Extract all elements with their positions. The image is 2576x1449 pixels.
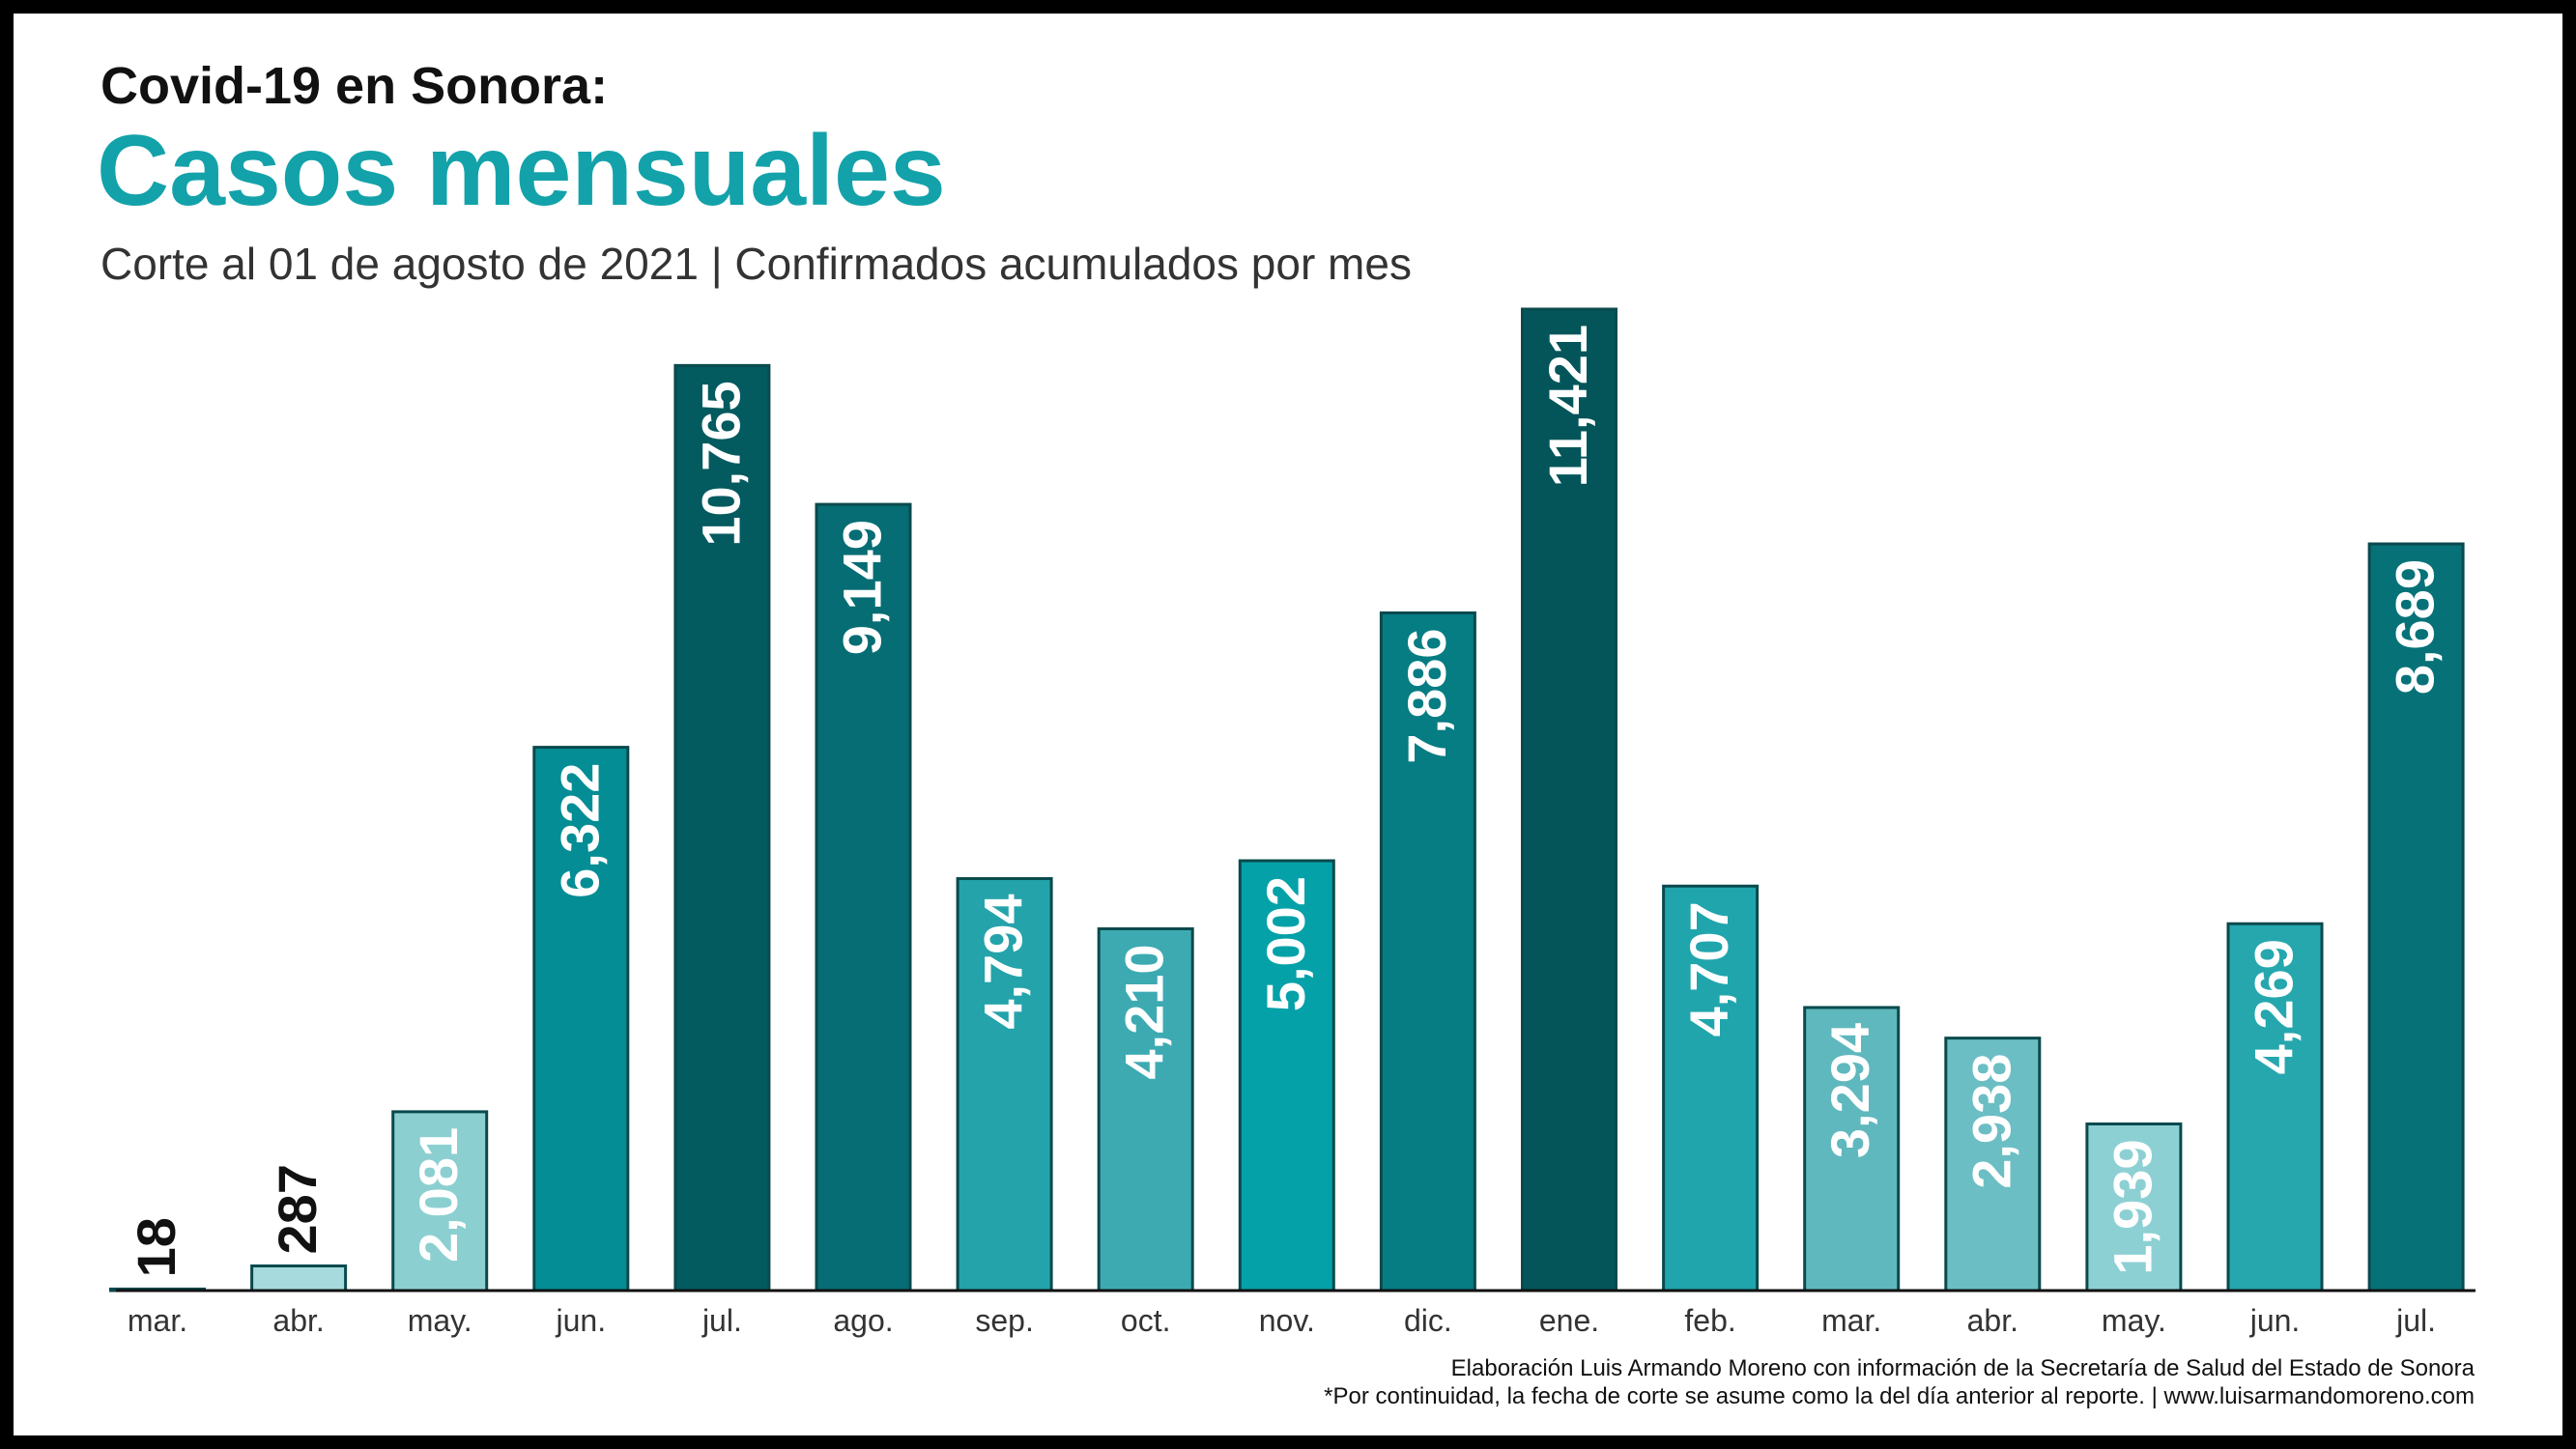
bar	[1379, 611, 1476, 1293]
x-tick-label: sep.	[975, 1303, 1033, 1338]
x-tick-label: may.	[408, 1303, 472, 1338]
bar	[2226, 922, 2324, 1293]
x-tick-label: oct.	[1121, 1303, 1171, 1338]
bar	[250, 1264, 348, 1293]
bar	[391, 1110, 489, 1293]
data-label: 4,794	[973, 895, 1034, 1030]
data-label: 4,210	[1114, 944, 1175, 1079]
chart-heading: Covid-19 en Sonora:	[100, 57, 609, 115]
data-label: 11,421	[1537, 325, 1598, 487]
bar	[1238, 859, 1335, 1293]
chart-subtitle: Corte al 01 de agosto de 2021 | Confirma…	[100, 239, 1412, 289]
x-tick-label: mar.	[128, 1303, 187, 1338]
bar	[1662, 884, 1760, 1293]
bar	[2367, 542, 2465, 1293]
data-label: 10,765	[690, 381, 751, 546]
data-label: 1,939	[2102, 1140, 2162, 1275]
x-tick-label: ago.	[833, 1303, 893, 1338]
footer-source-note: Elaboración Luis Armando Moreno con info…	[1450, 1355, 2475, 1381]
x-tick-label: jul.	[701, 1303, 742, 1338]
bar	[956, 877, 1053, 1293]
x-tick-label: abr.	[272, 1303, 324, 1338]
x-tick-label: nov.	[1259, 1303, 1315, 1338]
bar	[673, 363, 771, 1293]
x-tick-label: jun.	[2249, 1303, 2301, 1338]
chart-title: Casos mensuales	[97, 115, 946, 227]
x-tick-label: ene.	[1539, 1303, 1599, 1338]
x-tick-label: jul.	[2395, 1303, 2436, 1338]
bar	[815, 502, 912, 1293]
data-label: 4,707	[1678, 901, 1739, 1037]
x-tick-label: mar.	[1821, 1303, 1881, 1338]
footer-date-note: *Por continuidad, la fecha de corte se a…	[1324, 1383, 2475, 1409]
bar	[532, 746, 630, 1293]
data-label: 287	[267, 1164, 328, 1254]
data-label: 8,689	[2385, 559, 2446, 695]
x-tick-label: dic.	[1404, 1303, 1452, 1338]
data-label: 6,322	[549, 763, 610, 898]
bar	[2085, 1122, 2183, 1293]
x-tick-label: may.	[2102, 1303, 2166, 1338]
bar	[1521, 307, 1617, 1293]
bar	[1944, 1037, 2042, 1293]
data-label: 5,002	[1255, 876, 1316, 1011]
chart-footer: Elaboración Luis Armando Moreno con info…	[1324, 1354, 2475, 1410]
data-label: 7,886	[1396, 628, 1457, 763]
data-label: 4,269	[2244, 939, 2304, 1074]
x-tick-label: feb.	[1684, 1303, 1735, 1338]
data-label: 9,149	[832, 520, 893, 655]
data-label: 3,294	[1819, 1023, 1880, 1158]
x-tick-label: abr.	[1967, 1303, 2018, 1338]
data-label: 18	[126, 1217, 186, 1277]
bar	[1803, 1006, 1901, 1293]
data-label: 2,938	[1961, 1054, 2021, 1189]
x-tick-label: jun.	[556, 1303, 607, 1338]
data-label: 2,081	[408, 1127, 469, 1263]
bar	[1097, 926, 1194, 1293]
